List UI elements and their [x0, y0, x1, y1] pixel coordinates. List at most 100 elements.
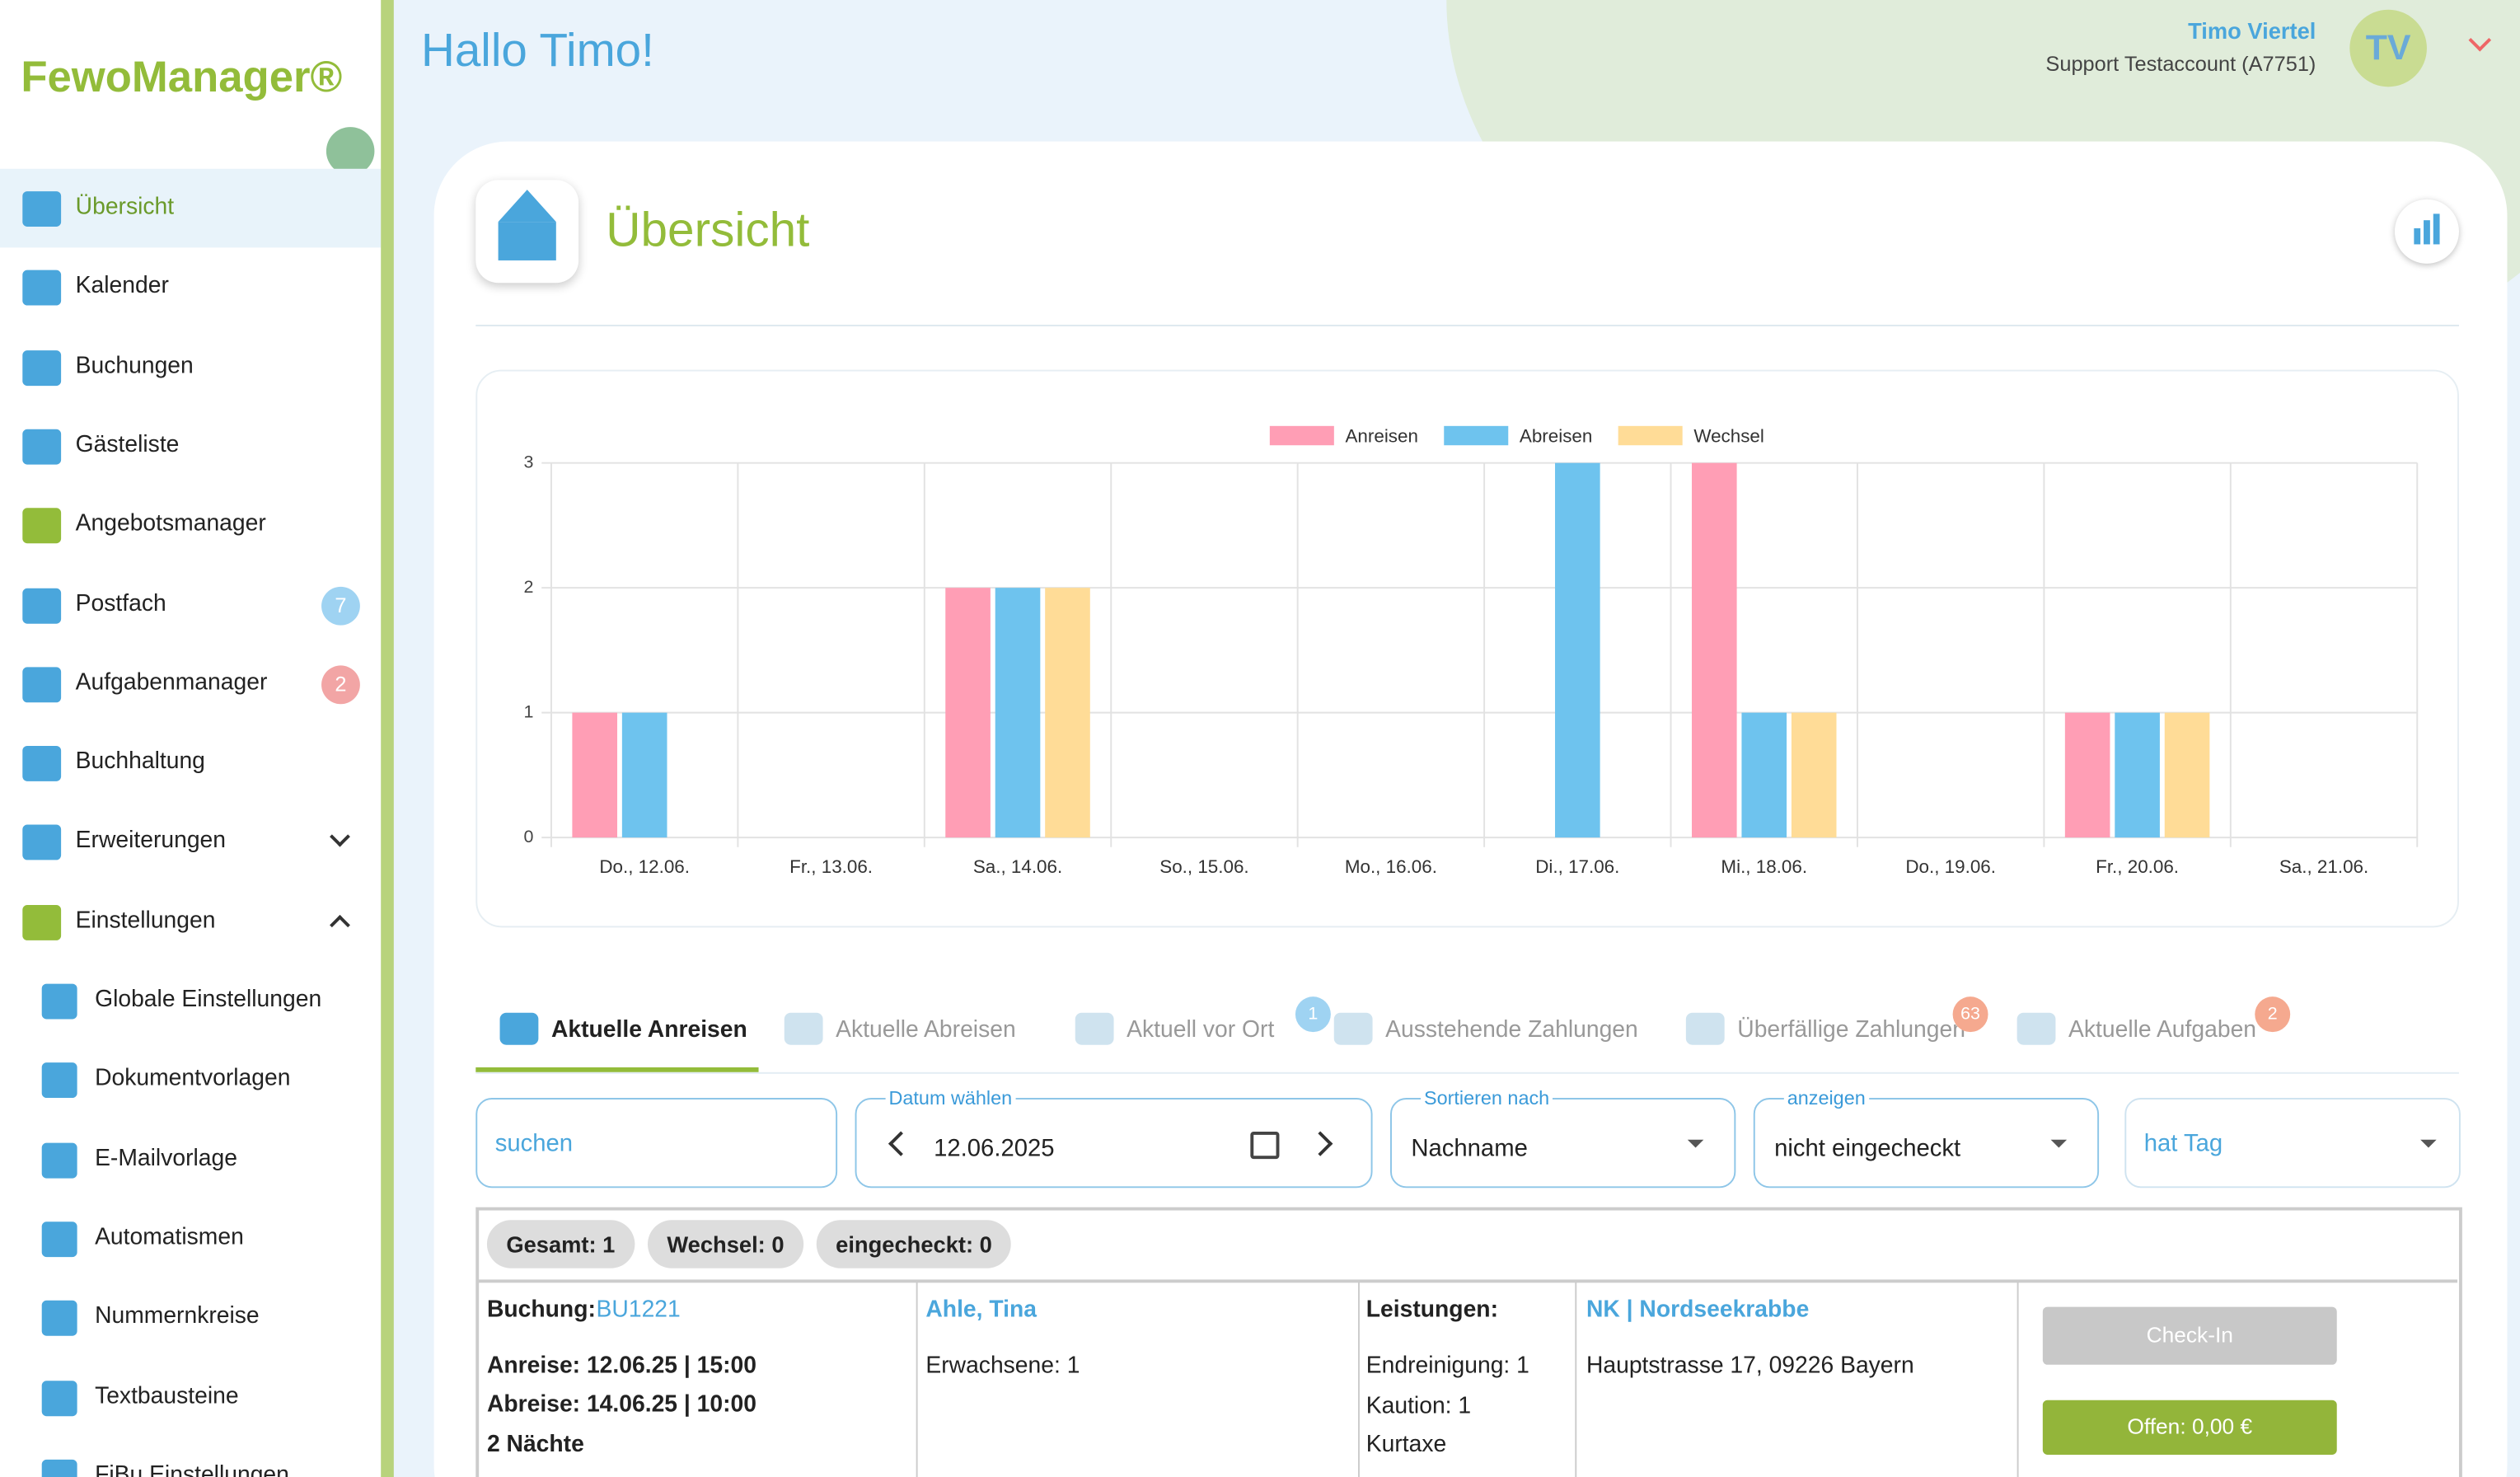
nav-icon [22, 508, 62, 544]
greeting: Hallo Timo! [420, 26, 654, 77]
bar [2064, 712, 2110, 838]
nav-label: Nummernkreise [95, 1304, 260, 1330]
nav-subitem[interactable]: FiBu Einstellungen [0, 1437, 381, 1477]
tab-icon [2016, 1012, 2056, 1045]
guest[interactable]: Ahle, Tina [925, 1296, 1038, 1324]
nav-item[interactable]: Kalender [0, 248, 381, 327]
nav-label: FiBu Einstellungen [95, 1462, 289, 1477]
nav-icon [41, 1459, 77, 1477]
date-picker[interactable]: Datum wählen 12.06.2025 [855, 1086, 1373, 1189]
bar [945, 588, 991, 838]
x-tick-label: Mi., 18.06. [1721, 856, 1807, 877]
nav-icon [22, 349, 62, 386]
nav-item[interactable]: Einstellungen [0, 882, 381, 961]
nav-label: Postfach [75, 590, 166, 617]
nav-label: Aufgabenmanager [75, 669, 268, 696]
nav-icon [41, 1221, 77, 1257]
nav-item[interactable]: Buchhaltung [0, 724, 381, 803]
field-value: Nachname [1411, 1134, 1528, 1163]
field-label: Sortieren nach [1421, 1086, 1553, 1109]
page-icon [475, 180, 579, 284]
nav-item[interactable]: Angebotsmanager [0, 485, 381, 565]
tab-icon [1075, 1012, 1114, 1045]
nav-subitem[interactable]: E-Mailvorlage [0, 1120, 381, 1199]
tab-label: Überfällige Zahlungen [1737, 1017, 1965, 1043]
badge: 2 [321, 665, 360, 704]
chevron [330, 914, 350, 935]
nav-subitem[interactable]: Nummernkreise [0, 1278, 381, 1357]
nav-subitem[interactable]: Dokumentvorlagen [0, 1040, 381, 1119]
nav-label: Einstellungen [75, 907, 216, 934]
badge: 1 [1295, 996, 1331, 1033]
x-tick-label: So., 15.06. [1159, 856, 1248, 877]
nav-icon [41, 1380, 77, 1416]
legend-label: Abreisen [1520, 425, 1592, 446]
user-name[interactable]: Timo Viertel [2188, 17, 2316, 44]
x-tick-label: Fr., 13.06. [789, 856, 873, 877]
search-input[interactable]: suchen [475, 1098, 838, 1189]
scrollbar[interactable] [381, 0, 394, 1477]
bar [1691, 462, 1737, 838]
y-tick-label: 1 [524, 701, 534, 721]
chevron [330, 827, 350, 848]
divider [475, 1071, 2459, 1074]
departure: Abreise: 14.06.25 | 10:00 [486, 1391, 757, 1418]
collapse-button[interactable] [326, 127, 375, 176]
nav-subitem[interactable]: Automatismen [0, 1199, 381, 1278]
nav-label: Textbausteine [95, 1383, 239, 1409]
nav-item[interactable]: Postfach 7 [0, 565, 381, 645]
logo[interactable]: FewoManager® [21, 53, 343, 101]
x-tick-label: Di., 17.06. [1535, 856, 1619, 877]
nav-subitem[interactable]: Globale Einstellungen [0, 961, 381, 1040]
nav-item[interactable]: Übersicht [0, 168, 382, 248]
avatar[interactable]: TV [2349, 9, 2427, 87]
stats-button[interactable] [2394, 199, 2459, 264]
nav-item[interactable]: Erweiterungen [0, 803, 381, 882]
field-value: 12.06.2025 [934, 1134, 1055, 1163]
bar [1555, 462, 1600, 838]
summary-chip: eingecheckt: 0 [816, 1220, 1012, 1268]
payment-button[interactable]: Offen: 0,00 € [2042, 1400, 2337, 1456]
bar [995, 588, 1041, 838]
tab-icon [1333, 1012, 1373, 1045]
y-tick-label: 0 [524, 827, 534, 846]
tab-icon [499, 1012, 539, 1045]
nav-subitem[interactable]: Textbausteine [0, 1357, 381, 1437]
nav-icon [22, 904, 62, 940]
legend-label: Wechsel [1693, 425, 1764, 446]
x-tick-label: Fr., 20.06. [2096, 856, 2179, 877]
nav-icon [41, 1062, 77, 1099]
sidebar: FewoManager® Übersicht Kalender Buchungen G… [0, 0, 382, 1477]
tab-label: Aktuelle Anreisen [550, 1017, 747, 1043]
sort-select[interactable]: Sortieren nach Nachname [1390, 1086, 1736, 1189]
nav-icon [22, 587, 62, 623]
show-select[interactable]: anzeigen nicht eingecheckt [1753, 1086, 2100, 1189]
services-label: Leistungen: [1365, 1296, 1499, 1324]
tab-label: Aktuelle Abreisen [836, 1017, 1016, 1043]
checkin-button[interactable]: Check-In [2042, 1306, 2337, 1365]
placeholder: suchen [494, 1130, 574, 1158]
nav-label: E-Mailvorlage [95, 1145, 237, 1171]
nights: 2 Nächte [486, 1432, 584, 1458]
bar [621, 712, 667, 838]
nav-label: Übersicht [75, 194, 175, 221]
nav-icon [41, 1301, 77, 1337]
field-value: nicht eingecheckt [1774, 1134, 1961, 1163]
active-tab-indicator [475, 1067, 759, 1072]
tag-select[interactable]: hat Tag [2124, 1098, 2461, 1189]
y-tick-label: 3 [524, 452, 534, 471]
x-tick-label: Do., 19.06. [1905, 856, 1996, 877]
tab-icon [784, 1012, 823, 1045]
badge: 63 [1952, 996, 1988, 1033]
nav-label: Gästeliste [75, 432, 180, 458]
placeholder: hat Tag [2143, 1130, 2223, 1158]
page-title: Übersicht [606, 204, 810, 258]
nav-item[interactable]: Aufgabenmanager 2 [0, 645, 381, 724]
nav-label: Kalender [75, 274, 169, 300]
nav-item[interactable]: Gästeliste [0, 406, 381, 485]
property[interactable]: NK | Nordseekrabbe [1586, 1296, 1810, 1324]
booking-id[interactable]: BU1221 [596, 1296, 681, 1324]
nav-icon [22, 746, 62, 782]
nav-item[interactable]: Buchungen [0, 327, 381, 406]
